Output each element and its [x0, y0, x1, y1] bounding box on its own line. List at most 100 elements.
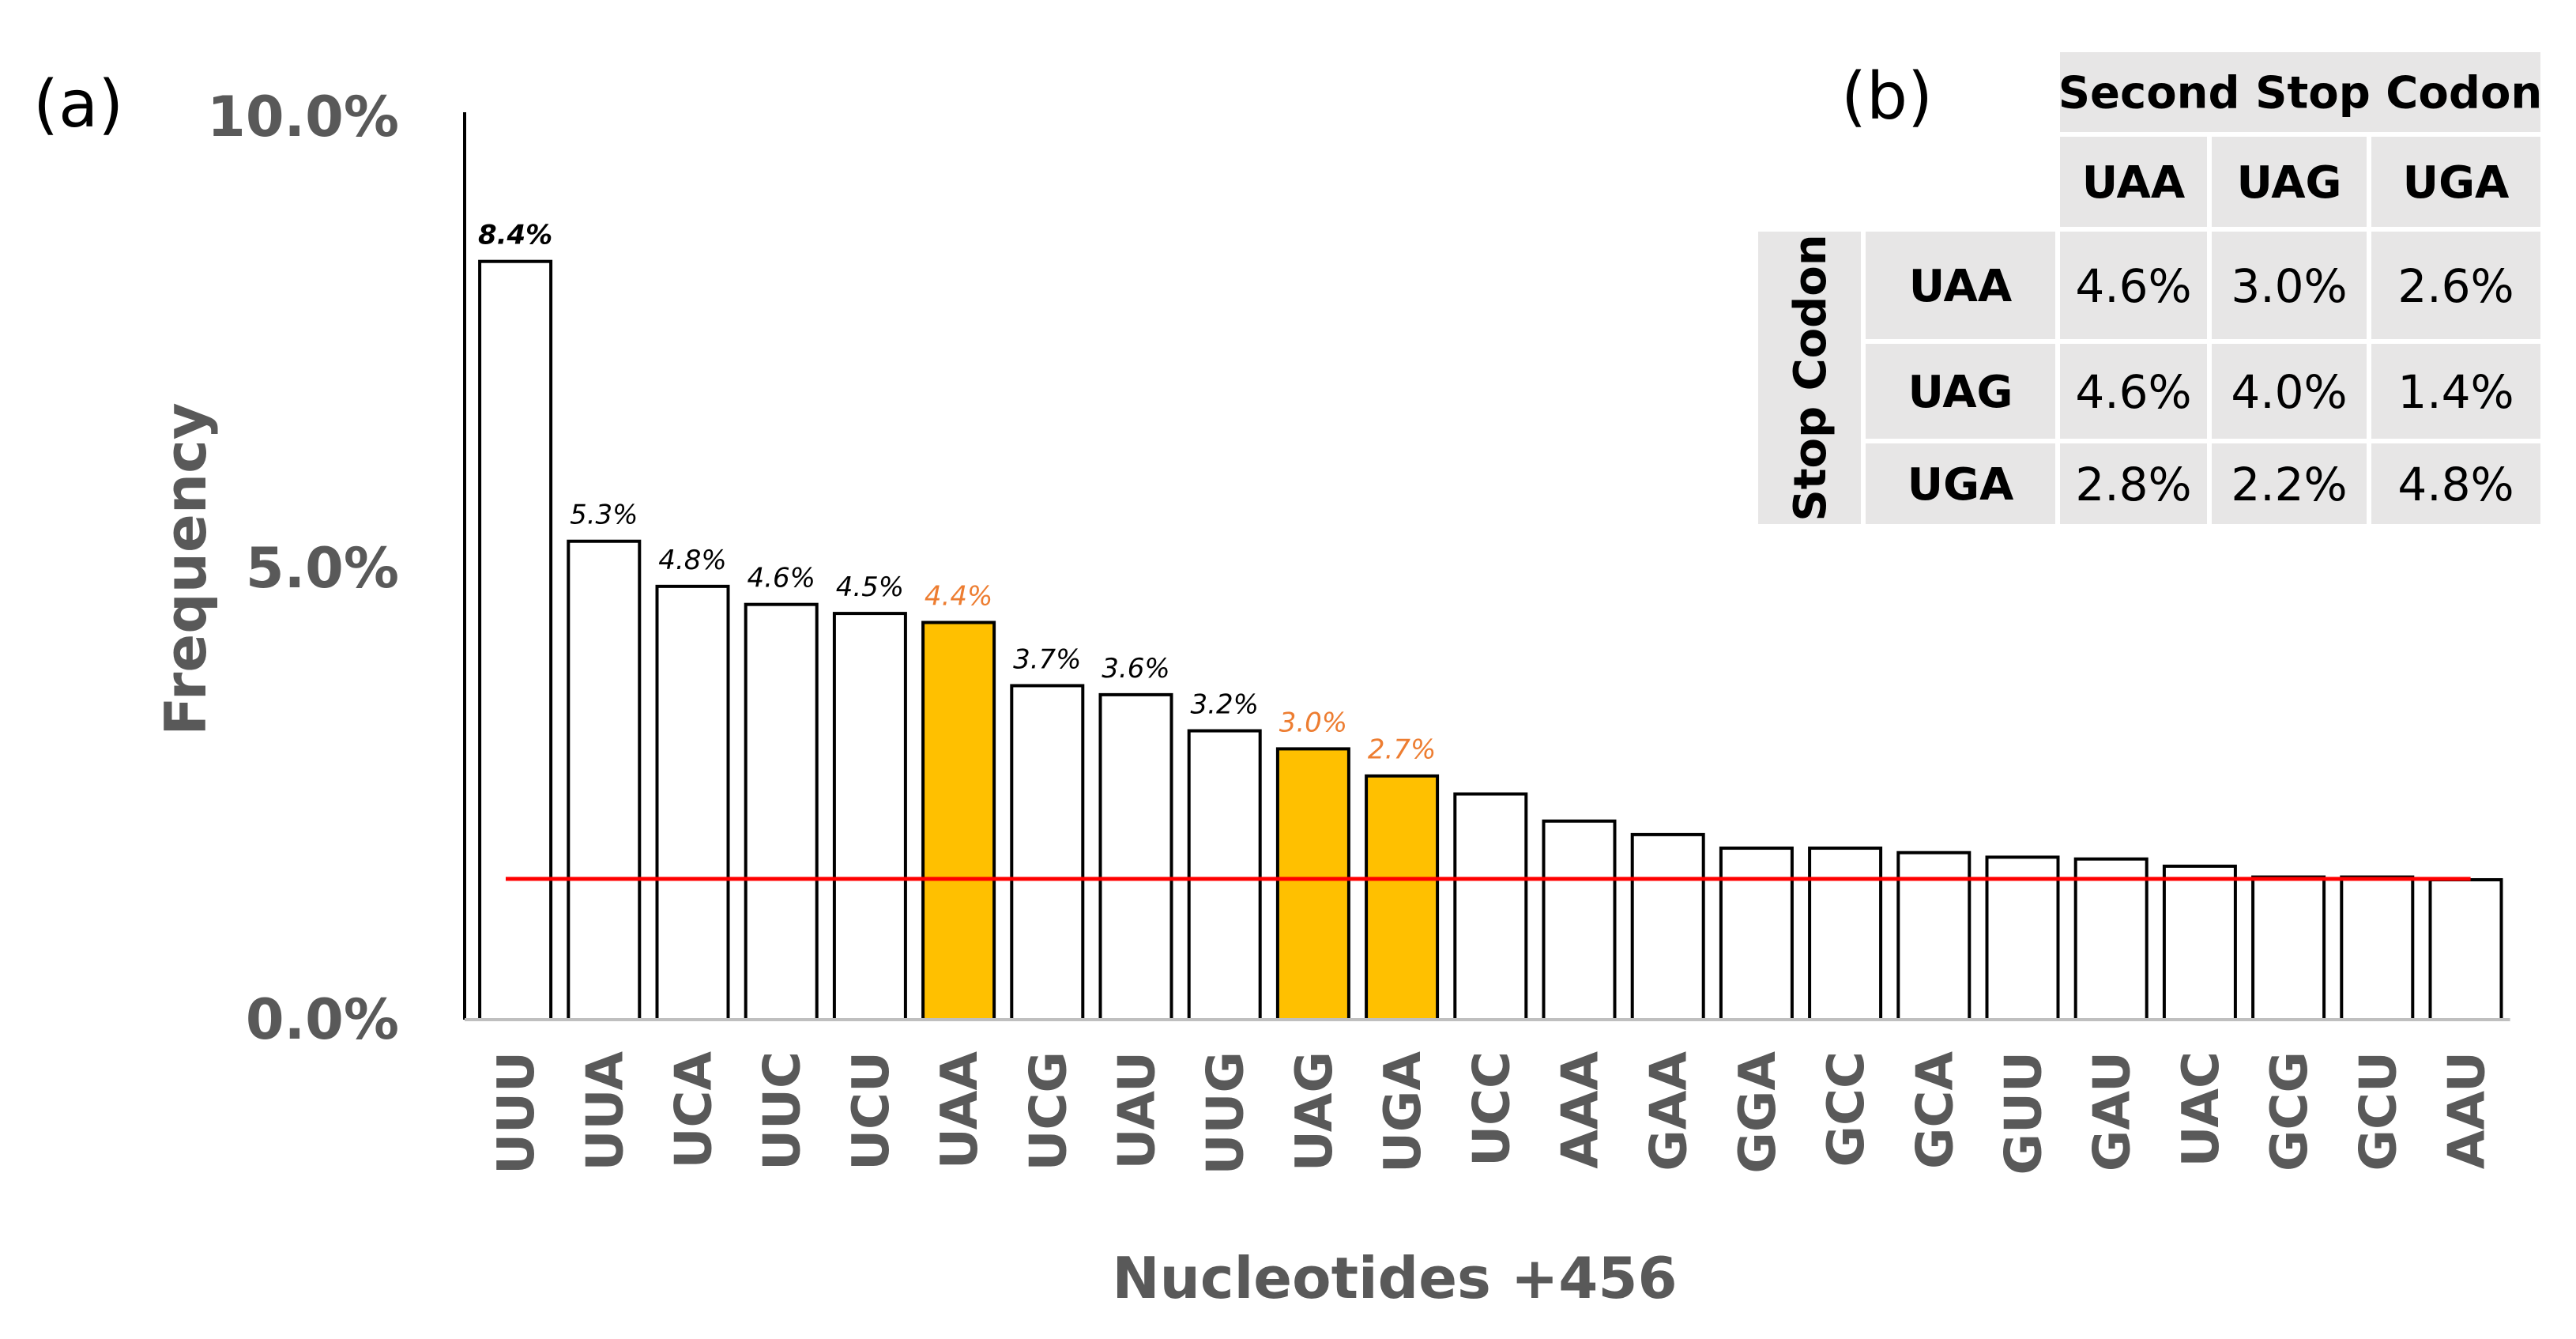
row-group-label: Stop Codon — [1785, 234, 1836, 521]
bar-uuu — [478, 259, 553, 1022]
data-label-uuc: 4.6% — [748, 563, 815, 594]
bar-gcc — [1808, 847, 1883, 1022]
x-tick-label-gau: GAU — [2084, 1051, 2142, 1171]
data-label-uaa: 4.4% — [925, 581, 992, 613]
x-tick-label-gcc: GCC — [1817, 1051, 1876, 1167]
data-label-uuu: 8.4% — [478, 220, 552, 251]
x-tick-label-aaa: AAA — [1552, 1051, 1610, 1169]
x-tick-label-uuu: UUU — [488, 1051, 546, 1175]
y-tick-label-10-0: 10.0% — [207, 85, 399, 149]
table-value-uaa-uag: 3.0% — [2231, 259, 2347, 313]
x-tick-label-uga: UGA — [1374, 1051, 1433, 1174]
table-cell-uga-uag — [2212, 443, 2367, 524]
row-header-uga: UGA — [1908, 459, 2014, 511]
table-title: Second Stop Codon — [2058, 68, 2543, 119]
x-axis-title: Nucleotides +456 — [1112, 1245, 1677, 1311]
x-tick-label-guu: GUU — [1995, 1051, 2054, 1175]
bar-uuc — [744, 602, 819, 1021]
row-header-uaa: UAA — [1909, 261, 2013, 312]
table-cell-uaa-uaa — [2060, 232, 2207, 339]
data-labels: 8.4% 5.3% 4.8% 4.6% 4.5% 4.4% 3.7% 3.6% 3.2% 3.0%… — [478, 220, 1436, 766]
bar-uca — [655, 584, 730, 1021]
x-tick-label-uaa: UAA — [931, 1051, 989, 1170]
data-label-uca: 4.8% — [658, 545, 726, 576]
bar-aaa — [1542, 819, 1617, 1022]
data-label-ucu: 4.5% — [836, 571, 904, 603]
table-value-uag-uga: 1.4% — [2397, 365, 2514, 419]
x-axis-ticks: UUU UUA UCA UUC UCU UAA UCG UAU UUG UAG UGA UCC AAA G… — [488, 1051, 2496, 1175]
table-value-uag-uag: 4.0% — [2231, 365, 2347, 419]
bar-gau — [2073, 857, 2149, 1021]
y-axis-ticks: 0.0% 5.0% 10.0% — [207, 85, 399, 1052]
x-tick-label-aau: AAU — [2439, 1051, 2497, 1169]
data-label-ucg: 3.7% — [1013, 643, 1081, 675]
bar-ucu — [832, 612, 907, 1021]
table-cell-uga-uaa — [2060, 443, 2207, 524]
bar-uug — [1187, 729, 1262, 1021]
data-label-uua: 5.3% — [570, 500, 638, 531]
x-tick-label-ucu: UCU — [842, 1051, 901, 1171]
bar-uau — [1098, 692, 1173, 1021]
data-label-uga: 2.7% — [1368, 734, 1436, 766]
table-value-uga-uag: 2.2% — [2231, 458, 2347, 511]
x-tick-label-ucg: UCG — [1019, 1051, 1078, 1171]
frequency-bar-chart: 0.0% 5.0% 10.0% 8.4% 5.3% 4.8% 4.6% 4.5% 4.4% 3.… — [153, 85, 2510, 1311]
stop-codon-table: Second Stop Codon UAA UAG UGA Stop Codon UAA 4… — [1758, 52, 2542, 524]
bar-guu — [1985, 855, 2060, 1021]
x-tick-label-gcg: GCG — [2261, 1051, 2319, 1171]
bar-gaa — [1630, 832, 1705, 1022]
table-cell-uaa-uga — [2371, 232, 2540, 339]
x-tick-label-gga: GGA — [1729, 1051, 1787, 1174]
x-tick-label-uug: UUG — [1197, 1051, 1256, 1175]
col-header-uaa: UAA — [2082, 157, 2186, 209]
y-tick-label-0-0: 0.0% — [246, 987, 399, 1052]
data-label-uag: 3.0% — [1279, 707, 1347, 738]
panel-a-label: (a) — [33, 67, 123, 142]
bar-ucg — [1010, 684, 1085, 1022]
x-tick-label-uau: UAU — [1109, 1051, 1167, 1170]
row-header-uag: UAG — [1908, 367, 2013, 418]
col-header-uag: UAG — [2236, 157, 2341, 209]
bar-gga — [1719, 847, 1794, 1022]
col-header-cell-uag — [2212, 137, 2367, 227]
table-cell-uaa-uag — [2212, 232, 2367, 339]
table-cell-uag-uag — [2212, 344, 2367, 439]
x-tick-label-uca: UCA — [665, 1051, 724, 1169]
bar-ucc — [1453, 792, 1528, 1021]
bar-uaa — [921, 620, 996, 1022]
table-cell-uag-uga — [2371, 344, 2540, 439]
table-title-cell — [2060, 52, 2540, 132]
table-value-uaa-uga: 2.6% — [2397, 259, 2514, 313]
x-tick-label-uua: UUA — [576, 1051, 635, 1171]
bar-uga — [1365, 774, 1440, 1021]
data-label-uug: 3.2% — [1191, 689, 1259, 721]
bar-gcu — [2340, 875, 2415, 1021]
bar-aau — [2428, 877, 2503, 1021]
row-group-cell — [1758, 232, 1861, 524]
table-cell-uga-uga — [2371, 443, 2540, 524]
col-header-uga: UGA — [2403, 157, 2510, 209]
row-header-cell-uaa — [1866, 232, 2055, 339]
x-tick-label-uuc: UUC — [754, 1051, 812, 1171]
x-tick-label-gca: GCA — [1906, 1051, 1964, 1170]
table-value-uga-uga: 4.8% — [2397, 458, 2514, 511]
bar-uac — [2162, 864, 2237, 1021]
y-axis-title: Frequency — [153, 402, 219, 735]
x-tick-label-gcu: GCU — [2349, 1051, 2408, 1171]
y-tick-label-5-0: 5.0% — [246, 536, 399, 601]
col-header-cell-uga — [2371, 137, 2540, 227]
x-tick-label-uag: UAG — [1286, 1051, 1344, 1171]
bar-uag — [1275, 747, 1350, 1022]
bar-gcg — [2251, 875, 2326, 1021]
data-label-uau: 3.6% — [1102, 653, 1169, 685]
row-header-cell-uga — [1866, 443, 2055, 524]
x-tick-label-ucc: UCC — [1463, 1051, 1521, 1167]
table-cell-uag-uaa — [2060, 344, 2207, 439]
x-tick-label-uac: UAC — [2172, 1051, 2231, 1167]
table-value-uga-uaa: 2.8% — [2075, 458, 2191, 511]
table-value-uag-uaa: 4.6% — [2075, 365, 2191, 419]
bar-uua — [567, 539, 642, 1021]
col-header-cell-uaa — [2060, 137, 2207, 227]
x-tick-label-gaa: GAA — [1640, 1051, 1699, 1171]
